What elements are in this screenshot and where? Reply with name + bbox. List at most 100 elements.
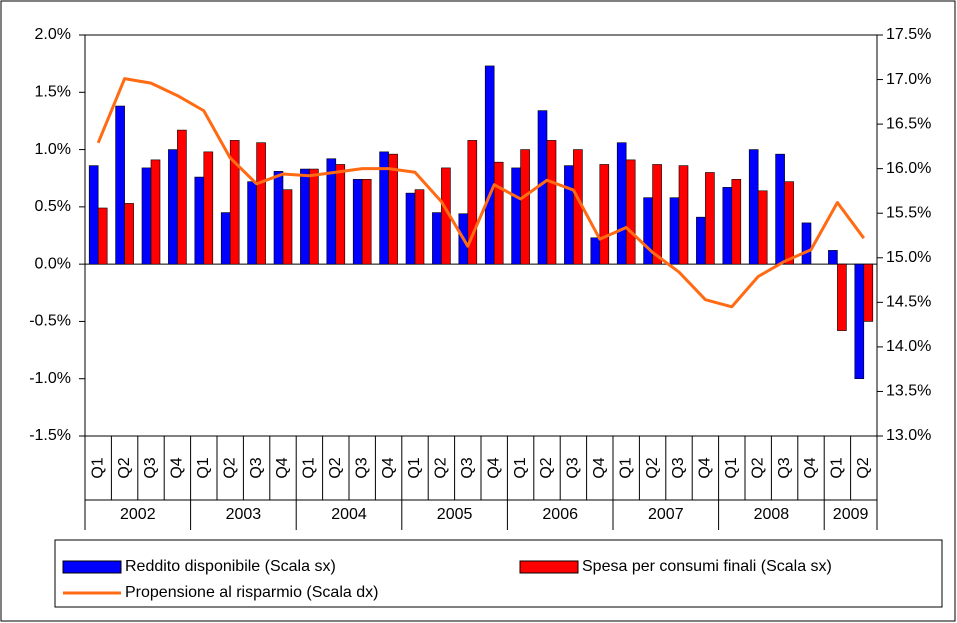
bar bbox=[493, 161, 504, 265]
plot-area bbox=[84, 34, 878, 437]
bar bbox=[335, 164, 346, 265]
bar bbox=[722, 187, 733, 265]
x-tick-label: Q1 bbox=[301, 457, 318, 478]
bar bbox=[564, 165, 574, 265]
y2-tick-label: 16.0% bbox=[886, 160, 931, 177]
bar bbox=[124, 203, 134, 265]
x-tick-label: Q3 bbox=[776, 457, 793, 478]
bar bbox=[432, 212, 442, 265]
bar bbox=[300, 168, 310, 265]
legend-label: Spesa per consumi finali (Scala sx) bbox=[582, 558, 832, 575]
x-tick-label: Q3 bbox=[670, 457, 687, 478]
bar bbox=[643, 197, 653, 265]
bar bbox=[273, 171, 284, 265]
bar bbox=[863, 263, 874, 322]
y2-tick-label: 13.5% bbox=[886, 383, 931, 400]
y-tick-label: 1.5% bbox=[35, 84, 71, 101]
y-tick-label: -1.0% bbox=[29, 370, 71, 387]
y2-tick-label: 17.0% bbox=[886, 71, 931, 88]
bar bbox=[748, 149, 759, 265]
x-tick-label: Q1 bbox=[723, 457, 740, 478]
bar bbox=[775, 153, 785, 265]
x-group-label: 2004 bbox=[331, 506, 367, 523]
x-tick-label: Q3 bbox=[248, 457, 265, 478]
x-tick-label: Q4 bbox=[274, 457, 291, 478]
bar bbox=[203, 151, 214, 265]
bar bbox=[669, 197, 680, 265]
x-group-label: 2007 bbox=[648, 506, 684, 523]
bar bbox=[220, 212, 231, 265]
x-tick-label: Q4 bbox=[380, 457, 397, 478]
bar bbox=[625, 159, 636, 265]
bar bbox=[282, 189, 293, 265]
bar bbox=[361, 179, 372, 265]
x-tick-label: Q1 bbox=[617, 457, 634, 478]
x-tick-label: Q1 bbox=[406, 457, 423, 478]
bar bbox=[484, 65, 495, 265]
x-tick-label: Q4 bbox=[169, 457, 186, 478]
x-tick-label: Q3 bbox=[565, 457, 582, 478]
y2-tick-label: 16.5% bbox=[886, 115, 931, 132]
y2-tick-label: 17.5% bbox=[886, 26, 931, 43]
bar bbox=[731, 179, 742, 265]
bar bbox=[97, 207, 108, 265]
bar bbox=[828, 250, 838, 265]
y2-tick-label: 14.0% bbox=[886, 338, 931, 355]
x-tick-label: Q1 bbox=[829, 457, 846, 478]
x-group-label: 2005 bbox=[437, 506, 473, 523]
x-tick-label: Q4 bbox=[802, 457, 819, 478]
bar bbox=[616, 142, 627, 265]
x-group-label: 2002 bbox=[120, 506, 156, 523]
bar bbox=[599, 164, 610, 265]
legend-swatch bbox=[62, 560, 122, 574]
legend-label: Reddito disponibile (Scala sx) bbox=[125, 558, 336, 575]
bar bbox=[177, 129, 187, 265]
bar bbox=[388, 153, 398, 265]
x-tick-label: Q3 bbox=[353, 457, 370, 478]
x-tick-label: Q1 bbox=[195, 457, 212, 478]
bar bbox=[546, 140, 557, 265]
y-tick-label: 1.0% bbox=[35, 141, 71, 158]
bar bbox=[247, 181, 257, 265]
x-group-label: 2003 bbox=[226, 506, 262, 523]
bar bbox=[194, 176, 205, 265]
y-tick-label: 2.0% bbox=[35, 26, 71, 43]
bar bbox=[511, 167, 521, 265]
x-tick-label: Q3 bbox=[142, 457, 159, 478]
bar bbox=[837, 263, 847, 331]
x-tick-label: Q2 bbox=[538, 457, 555, 478]
bar bbox=[115, 105, 125, 265]
y2-tick-label: 15.5% bbox=[886, 204, 931, 221]
x-tick-label: Q4 bbox=[591, 457, 608, 478]
x-tick-label: Q1 bbox=[89, 457, 106, 478]
bar bbox=[405, 192, 416, 265]
legend-swatch bbox=[519, 560, 579, 574]
legend-box bbox=[54, 539, 943, 608]
bar bbox=[801, 222, 812, 265]
bar bbox=[309, 168, 319, 265]
legend-label: Propensione al risparmio (Scala dx) bbox=[125, 584, 378, 601]
x-tick-label: Q2 bbox=[433, 457, 450, 478]
y2-tick-label: 15.0% bbox=[886, 249, 931, 266]
bar bbox=[141, 167, 152, 265]
bar bbox=[705, 172, 715, 265]
x-group-label: 2008 bbox=[754, 506, 790, 523]
x-tick-label: Q2 bbox=[749, 457, 766, 478]
bar bbox=[352, 179, 363, 265]
bar bbox=[168, 149, 178, 265]
y2-tick-label: 14.5% bbox=[886, 294, 931, 311]
bar bbox=[520, 149, 530, 265]
bar bbox=[854, 263, 865, 380]
bar bbox=[256, 142, 266, 265]
x-tick-label: Q2 bbox=[116, 457, 133, 478]
bar bbox=[696, 216, 706, 265]
bar bbox=[757, 190, 768, 265]
x-group-label: 2009 bbox=[833, 506, 869, 523]
bar bbox=[784, 181, 794, 265]
x-tick-label: Q4 bbox=[485, 457, 502, 478]
x-tick-label: Q4 bbox=[697, 457, 714, 478]
bar bbox=[150, 159, 161, 265]
bar bbox=[414, 189, 425, 265]
x-tick-label: Q1 bbox=[512, 457, 529, 478]
